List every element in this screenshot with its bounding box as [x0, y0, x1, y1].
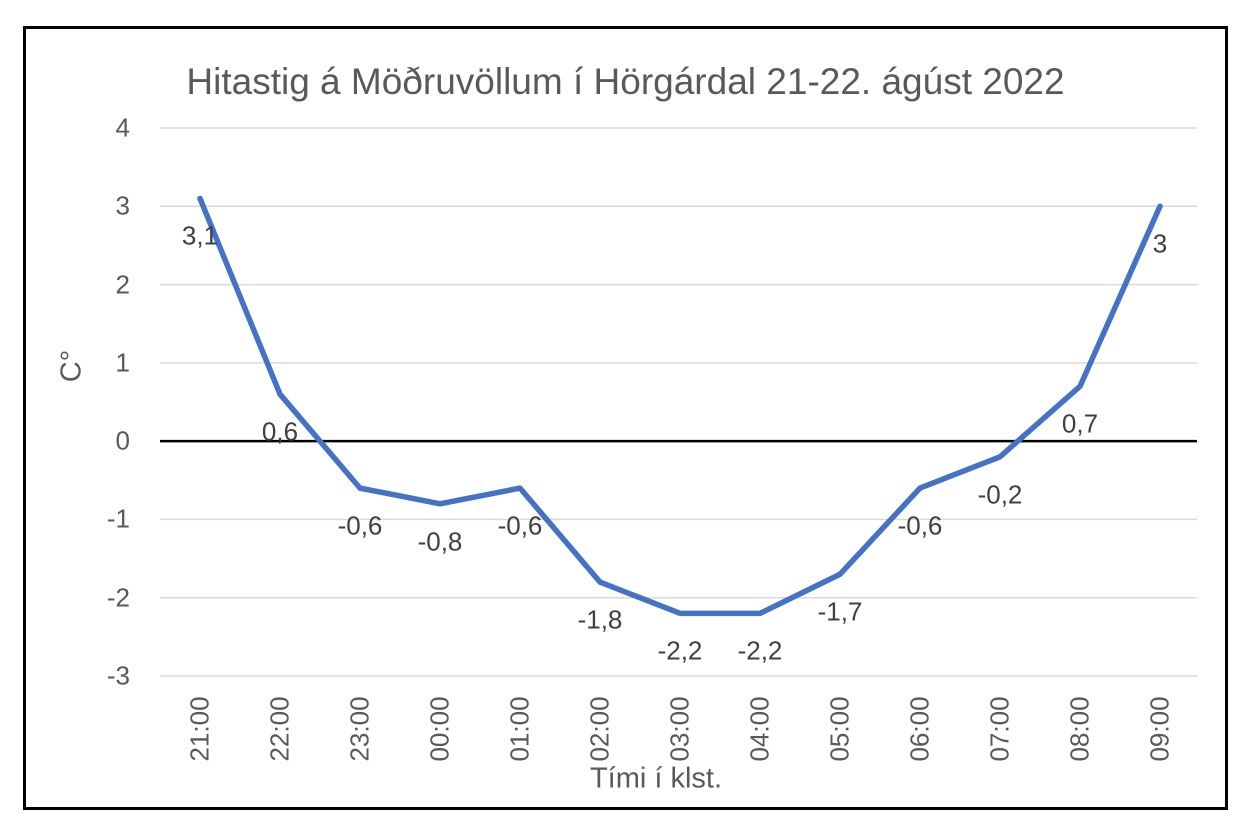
y-tick-label: 4 — [115, 112, 130, 143]
data-label: -0,6 — [497, 510, 543, 541]
x-tick-label: 05:00 — [824, 696, 855, 762]
x-tick-label: 01:00 — [504, 696, 535, 762]
x-tick-label: 09:00 — [1144, 696, 1175, 762]
data-label: -2,2 — [657, 635, 703, 666]
x-tick-label: 00:00 — [424, 696, 455, 762]
y-tick-label: 1 — [115, 347, 130, 378]
data-label: 3,1 — [181, 220, 219, 251]
y-tick-label: -1 — [106, 503, 130, 534]
x-tick-label: 04:00 — [744, 696, 775, 762]
x-tick-label: 02:00 — [584, 696, 615, 762]
data-label: 3 — [1152, 228, 1168, 259]
data-label: -0,6 — [897, 510, 943, 541]
x-tick-label: 23:00 — [344, 696, 375, 762]
y-tick-label: 0 — [115, 425, 130, 456]
y-tick-label: -3 — [106, 660, 130, 691]
data-label: 0,7 — [1061, 408, 1099, 439]
data-label: 0,6 — [261, 416, 299, 447]
temperature-line — [197, 195, 1163, 617]
data-label: -0,8 — [417, 526, 463, 557]
x-tick-label: 22:00 — [264, 696, 295, 762]
chart-border — [23, 26, 1228, 810]
data-label: -0,6 — [337, 510, 383, 541]
chart-title: Hitastig á Möðruvöllum í Hörgárdal 21-22… — [186, 61, 1065, 102]
y-tick-label: 2 — [115, 269, 130, 300]
data-label: -2,2 — [737, 635, 783, 666]
data-label: -0,2 — [977, 479, 1023, 510]
y-tick-label: -2 — [106, 582, 130, 613]
y-tick-label: 3 — [115, 190, 130, 221]
data-label: -1,7 — [817, 596, 863, 627]
x-tick-label: 06:00 — [904, 696, 935, 762]
data-label: -1,8 — [577, 604, 623, 635]
x-tick-label: 08:00 — [1064, 696, 1095, 762]
x-tick-label: 21:00 — [184, 696, 215, 762]
x-tick-label: 07:00 — [984, 696, 1015, 762]
x-axis-title: Tími í klst. — [589, 762, 723, 795]
x-tick-label: 03:00 — [664, 696, 695, 762]
y-axis-title: C° — [55, 349, 88, 383]
